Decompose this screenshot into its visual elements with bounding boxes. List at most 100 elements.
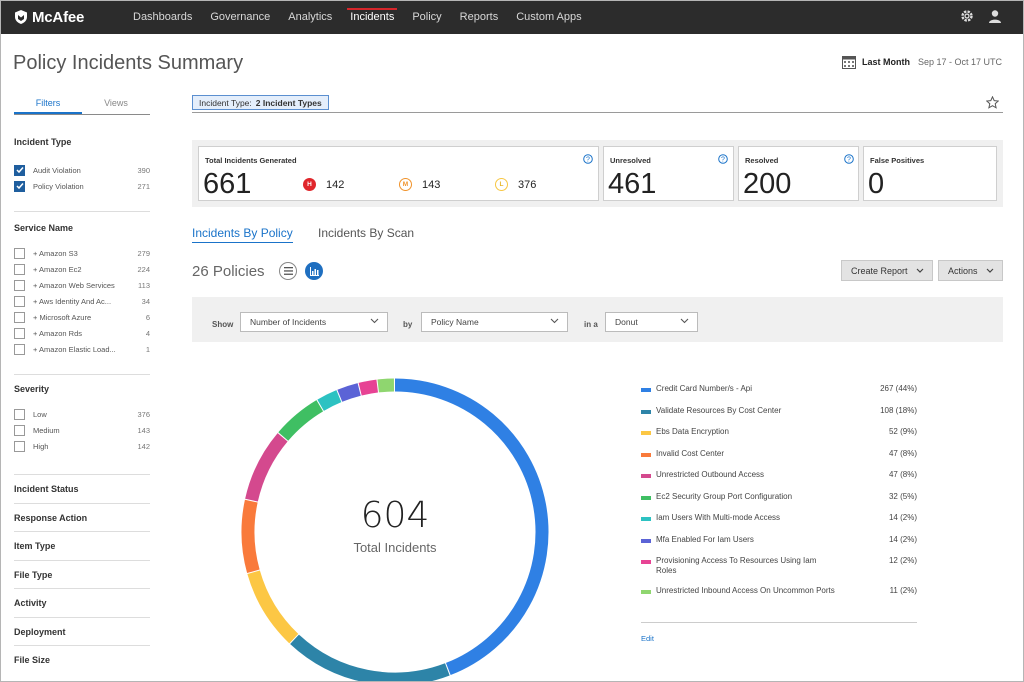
legend-value: 52 (9%): [888, 427, 917, 436]
legend-label: Credit Card Number/s - Api: [656, 384, 753, 393]
legend-value: 11 (2%): [889, 586, 917, 595]
help-icon[interactable]: ?: [583, 154, 593, 164]
metric-select[interactable]: Number of Incidents: [240, 312, 388, 332]
filter-service-item[interactable]: + Microsoft Azure 6: [14, 309, 150, 325]
checkbox-checked[interactable]: [14, 164, 25, 176]
chart-type-select[interactable]: Donut: [605, 312, 698, 332]
donut-slice[interactable]: [377, 378, 395, 393]
filter-audit-violation[interactable]: Audit Violation 390: [14, 162, 150, 178]
resolved-card[interactable]: Resolved 200 ?: [738, 146, 859, 201]
false-positives-card[interactable]: False Positives 0: [863, 146, 997, 201]
donut-slice[interactable]: [317, 390, 342, 411]
legend-label: Unrestricted Outbound Access: [656, 470, 765, 479]
checkbox[interactable]: [14, 263, 25, 275]
severity-medium-count: M 143: [399, 178, 440, 191]
checkbox[interactable]: [14, 295, 25, 307]
filter-service-item[interactable]: + Aws Identity And Ac... 34: [14, 293, 150, 309]
brand-logo[interactable]: McAfee: [14, 9, 124, 26]
donut-slice[interactable]: [358, 379, 379, 396]
filter-response-action[interactable]: Response Action: [14, 504, 150, 532]
filter-deployment[interactable]: Deployment: [14, 618, 150, 646]
nav-policy[interactable]: Policy: [412, 11, 442, 23]
unresolved-card[interactable]: Unresolved 461 ?: [603, 146, 734, 201]
filter-service-item[interactable]: + Amazon Elastic Load... 1: [14, 341, 150, 357]
legend-swatch: [641, 409, 651, 414]
filter-severity-medium[interactable]: Medium 143: [14, 422, 150, 438]
tab-filters[interactable]: Filters: [14, 98, 82, 114]
group-by-select[interactable]: Policy Name: [421, 312, 568, 332]
filter-service-item[interactable]: + Amazon Ec2 224: [14, 261, 150, 277]
legend-swatch: [641, 495, 651, 500]
nav-dashboards[interactable]: Dashboards: [133, 11, 193, 23]
filter-label: Policy Violation: [33, 181, 84, 191]
checkbox[interactable]: [14, 327, 25, 339]
filter-incident-status[interactable]: Incident Status: [14, 475, 150, 504]
legend-item[interactable]: Unrestricted Outbound Access 47 (8%): [641, 470, 917, 492]
legend-item[interactable]: Invalid Cost Center 47 (8%): [641, 449, 917, 471]
incident-type-section: Incident Type Audit Violation 390 Policy…: [14, 115, 150, 212]
help-icon[interactable]: ?: [718, 154, 728, 164]
checkbox[interactable]: [14, 440, 25, 452]
checkbox[interactable]: [14, 279, 25, 291]
nav-governance[interactable]: Governance: [210, 11, 271, 23]
user-icon[interactable]: [988, 9, 1002, 23]
filter-policy-violation[interactable]: Policy Violation 271: [14, 178, 150, 194]
star-icon[interactable]: [986, 96, 999, 109]
donut-slice[interactable]: [394, 378, 549, 676]
by-label: by: [403, 320, 413, 329]
help-icon[interactable]: ?: [844, 154, 854, 164]
legend-item[interactable]: Iam Users With Multi-mode Access 14 (2%): [641, 513, 917, 535]
actions-button[interactable]: Actions: [938, 260, 1003, 281]
date-range-selector[interactable]: Last Month Sep 17 - Oct 17 UTC: [841, 55, 1002, 69]
checkbox-checked[interactable]: [14, 180, 25, 192]
chevron-down-icon: [916, 268, 923, 273]
checkbox[interactable]: [14, 247, 25, 259]
incidents-donut-chart[interactable]: [230, 367, 560, 682]
legend-item[interactable]: Provisioning Access To Resources Using I…: [641, 556, 917, 586]
donut-slice[interactable]: [241, 499, 260, 574]
gear-icon[interactable]: [960, 9, 974, 23]
show-label: Show: [212, 320, 234, 329]
filter-activity[interactable]: Activity: [14, 589, 150, 618]
filter-service-item[interactable]: + Amazon Web Services 113: [14, 277, 150, 293]
severity-high-count: H 142: [303, 178, 344, 191]
checkbox[interactable]: [14, 343, 25, 355]
nav-reports[interactable]: Reports: [459, 11, 499, 23]
filter-count: 113: [138, 280, 150, 290]
donut-slice[interactable]: [278, 400, 324, 441]
legend-item[interactable]: Ec2 Security Group Port Configuration 32 …: [641, 492, 917, 514]
incident-type-chip[interactable]: Incident Type: 2 Incident Types: [192, 95, 329, 110]
filter-item-type[interactable]: Item Type: [14, 532, 150, 561]
tab-incidents-by-policy[interactable]: Incidents By Policy: [192, 226, 293, 243]
tab-incidents-by-scan[interactable]: Incidents By Scan: [318, 226, 415, 240]
filter-file-type[interactable]: File Type: [14, 561, 150, 589]
checkbox[interactable]: [14, 408, 25, 420]
filter-file-size[interactable]: File Size: [14, 655, 51, 665]
edit-legend-link[interactable]: Edit: [641, 634, 654, 643]
tab-views[interactable]: Views: [104, 98, 128, 108]
donut-slice[interactable]: [247, 570, 299, 644]
nav-incidents[interactable]: Incidents: [341, 0, 403, 34]
bar-chart-icon: [309, 266, 319, 276]
nav-custom-apps[interactable]: Custom Apps: [516, 11, 582, 23]
legend-item[interactable]: Credit Card Number/s - Api 267 (44%): [641, 384, 917, 406]
filter-severity-high[interactable]: High 142: [14, 438, 150, 454]
donut-slice[interactable]: [337, 383, 361, 402]
checkbox[interactable]: [14, 311, 25, 323]
filter-severity-low[interactable]: Low 376: [14, 406, 150, 422]
legend-value: 47 (8%): [888, 470, 917, 479]
donut-slice[interactable]: [290, 634, 450, 682]
filter-service-item[interactable]: + Amazon Rds 4: [14, 325, 150, 341]
legend-item[interactable]: Unrestricted Inbound Access On Uncommon …: [641, 586, 917, 616]
list-view-button[interactable]: [279, 262, 297, 280]
donut-slice[interactable]: [245, 433, 288, 502]
chart-view-button[interactable]: [305, 262, 323, 280]
legend-item[interactable]: Mfa Enabled For Iam Users 14 (2%): [641, 535, 917, 557]
filter-service-item[interactable]: + Amazon S3 279: [14, 245, 150, 261]
legend-item[interactable]: Ebs Data Encryption 52 (9%): [641, 427, 917, 449]
nav-analytics[interactable]: Analytics: [288, 11, 333, 23]
create-report-button[interactable]: Create Report: [841, 260, 933, 281]
checkbox[interactable]: [14, 424, 25, 436]
chevron-down-icon: [680, 318, 689, 324]
legend-item[interactable]: Validate Resources By Cost Center 108 (18…: [641, 406, 917, 428]
